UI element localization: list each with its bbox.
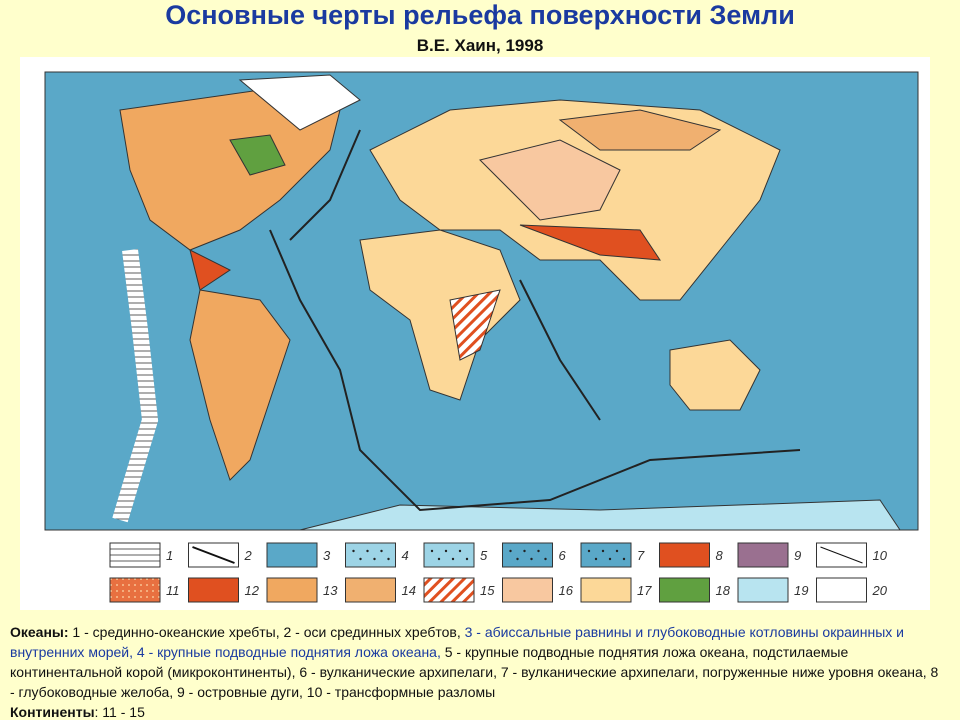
legend-swatch — [659, 577, 710, 603]
caption-label: Океаны: — [10, 624, 69, 640]
legend-label: 10 — [873, 548, 888, 563]
legend-label: 9 — [794, 548, 801, 563]
legend-swatch — [266, 577, 318, 603]
legend-label: 12 — [245, 583, 260, 598]
legend-dot — [530, 557, 533, 561]
legend-dot — [615, 549, 619, 553]
legend-dot — [544, 557, 547, 561]
legend-label: 15 — [480, 583, 495, 598]
legend-swatch — [423, 577, 475, 603]
caption-label: Континенты — [10, 704, 95, 720]
legend-label: 4 — [402, 548, 409, 563]
legend-dot — [444, 549, 448, 553]
legend-dot — [380, 549, 383, 553]
subtitle: В.Е. Хаин, 1998 — [416, 36, 544, 55]
legend-dot — [387, 557, 390, 561]
legend-line — [192, 546, 235, 564]
legend-label: 20 — [872, 583, 888, 598]
legend-label: 19 — [794, 583, 808, 598]
legend-dot — [359, 557, 362, 561]
title: Основные черты рельефа поверхности Земли — [165, 0, 795, 30]
caption-text: 1 - срединно-океанские хребты, 2 - оси с… — [68, 624, 465, 640]
legend-dot — [458, 549, 462, 553]
legend-label: 7 — [637, 548, 645, 563]
legend-label: 13 — [323, 583, 338, 598]
caption-text: : 11 - 15 — [94, 704, 145, 720]
legend-swatch — [502, 542, 553, 568]
legend-label: 16 — [559, 583, 574, 598]
legend-dot — [509, 549, 512, 553]
legend-dot — [523, 549, 526, 553]
legend-dot — [451, 557, 455, 561]
legend-label: 1 — [166, 548, 173, 563]
legend-label: 18 — [716, 583, 731, 598]
legend-swatch — [266, 542, 318, 568]
legend-swatch — [345, 577, 396, 603]
legend-dot — [366, 549, 369, 553]
ridges — [112, 129, 801, 523]
legend-label: 3 — [323, 548, 331, 563]
legend-label: 14 — [402, 583, 416, 598]
legend-dot — [430, 549, 434, 553]
legend-label: 5 — [480, 548, 488, 563]
legend-label: 2 — [244, 548, 253, 563]
legend-swatch — [109, 542, 161, 568]
legend-swatch — [423, 542, 475, 568]
legend-dot — [622, 557, 626, 561]
legend-swatch — [659, 542, 710, 568]
legend-swatch — [816, 577, 867, 603]
legend-swatch — [737, 577, 789, 603]
caption-text: 5 - крупные подводные поднятия ложа океа… — [10, 644, 939, 700]
legend-label: 17 — [637, 583, 652, 598]
legend-dot — [608, 557, 612, 561]
legend-dot — [465, 557, 469, 561]
caption-text: 3 - абиссальные равнины и глубоководные … — [10, 624, 904, 660]
legend-swatch — [737, 542, 789, 568]
legend-swatch — [109, 577, 161, 603]
legend-dot — [537, 549, 540, 553]
legend-label: 8 — [716, 548, 724, 563]
legend-dot — [587, 549, 591, 553]
legend-label: 6 — [559, 548, 567, 563]
legend-label: 11 — [166, 583, 180, 598]
legend-dot — [516, 557, 519, 561]
legend-swatch — [188, 577, 239, 603]
legend-line — [820, 546, 863, 564]
legend-dot — [373, 557, 376, 561]
continents — [119, 74, 901, 531]
caption: Океаны: 1 - срединно-океанские хребты, 2… — [10, 622, 945, 720]
legend-swatch — [345, 542, 396, 568]
legend-dot — [352, 549, 355, 553]
legend-dot — [601, 549, 605, 553]
legend-swatch — [580, 542, 632, 568]
legend-swatch — [502, 577, 553, 603]
legend-dot — [594, 557, 598, 561]
legend-dot — [437, 557, 441, 561]
legend-swatch — [580, 577, 632, 603]
